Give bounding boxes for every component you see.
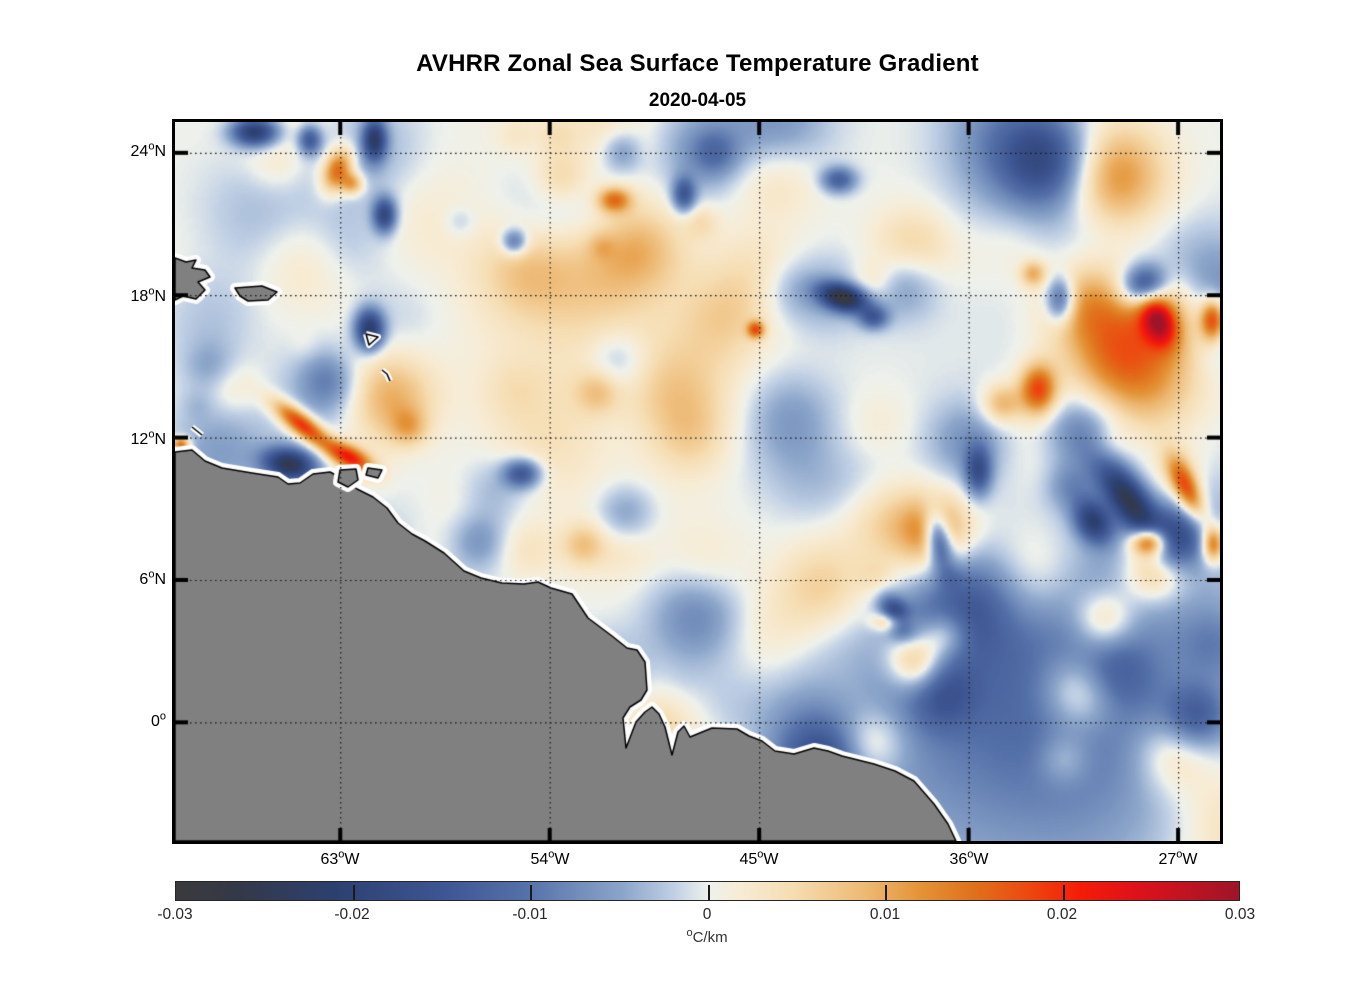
lat-tick-label-18n: 18oN (130, 285, 166, 305)
colorbar-tick (885, 885, 887, 900)
degree-symbol: o (148, 140, 155, 153)
degree-symbol: o (1176, 848, 1183, 861)
degree-symbol: o (757, 848, 764, 861)
lon-tick-label-54w: 54oW (530, 848, 570, 868)
lon-tick-label-45w: 45oW (739, 848, 779, 868)
lon-tick-label-27w: 27oW (1158, 848, 1198, 868)
chart-title: AVHRR Zonal Sea Surface Temperature Grad… (416, 50, 979, 77)
degree-symbol: o (686, 927, 693, 939)
colorbar-label: 0.02 (1046, 906, 1078, 923)
degree-symbol: o (338, 848, 345, 861)
chart-date-subtitle: 2020-04-05 (648, 90, 747, 111)
colorbar-label: -0.01 (512, 906, 548, 923)
degree-symbol: o (148, 428, 155, 441)
map-plot-area (172, 119, 1223, 844)
lat-tick-label-24n: 24oN (130, 140, 166, 160)
colorbar-label: 0 (702, 906, 712, 923)
lat-tick-label-6n: 6oN (139, 568, 166, 588)
lat-tick-label-0: 0o (150, 710, 166, 730)
colorbar-tick (530, 885, 532, 900)
colorbar-tick (1062, 885, 1065, 900)
degree-symbol: o (159, 710, 166, 723)
degree-symbol: o (548, 848, 555, 861)
colorbar (175, 881, 1240, 901)
colorbar-label: 0.03 (1224, 906, 1256, 923)
degree-symbol: o (967, 848, 974, 861)
colorbar-label: 0.01 (869, 906, 901, 923)
lon-tick-label-36w: 36oW (949, 848, 989, 868)
lat-tick-label-12n: 12oN (130, 428, 166, 448)
lon-tick-label-63w: 63oW (320, 848, 360, 868)
colorbar-label: -0.02 (334, 906, 370, 923)
sst-gradient-heatmap-canvas (175, 122, 1220, 841)
colorbar-tick (352, 885, 355, 900)
degree-symbol: o (148, 568, 155, 581)
degree-symbol: o (148, 285, 155, 298)
colorbar-label: -0.03 (157, 906, 193, 923)
colorbar-unit-label: oC/km (686, 927, 728, 947)
colorbar-tick (707, 885, 710, 900)
